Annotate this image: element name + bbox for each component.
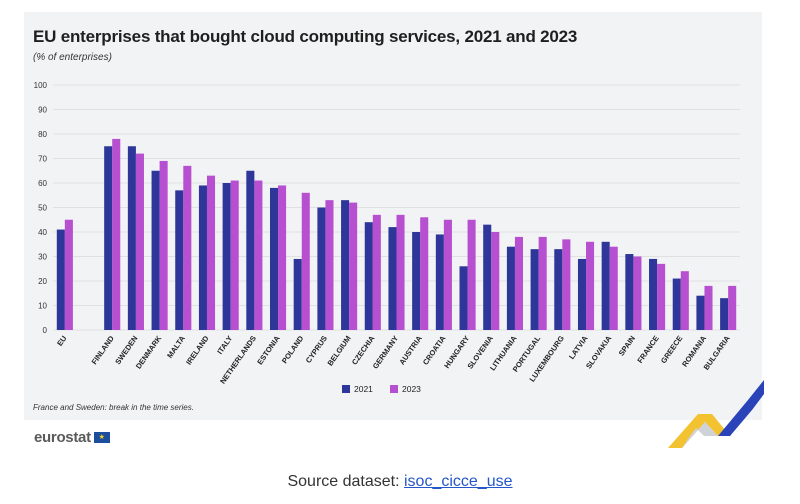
x-tick-label: FRANCE bbox=[635, 334, 660, 365]
bar bbox=[56, 229, 65, 330]
bar bbox=[151, 170, 160, 330]
footnote: France and Sweden: break in the time ser… bbox=[33, 403, 194, 412]
y-tick-label: 10 bbox=[38, 302, 47, 311]
bar bbox=[412, 232, 421, 330]
x-tick-label: ESTONIA bbox=[255, 334, 282, 367]
y-tick-label: 90 bbox=[38, 106, 47, 115]
x-tick-label: POLAND bbox=[280, 334, 306, 366]
bar bbox=[577, 258, 587, 330]
bar bbox=[633, 256, 642, 330]
y-tick-label: 70 bbox=[38, 155, 47, 164]
chart-subtitle: (% of enterprises) bbox=[33, 52, 112, 63]
x-tick-label: CYPRUS bbox=[304, 334, 329, 365]
bar bbox=[728, 285, 737, 330]
bar bbox=[104, 146, 113, 330]
source-prefix: Source dataset: bbox=[287, 473, 404, 490]
bar bbox=[301, 192, 310, 330]
y-axis-ticks: 0 10 20 30 40 50 60 70 80 90 100 bbox=[34, 81, 48, 335]
bar bbox=[514, 236, 524, 330]
bar bbox=[459, 266, 468, 330]
bar bbox=[680, 271, 689, 330]
bar bbox=[530, 249, 539, 330]
bar bbox=[609, 246, 618, 330]
x-tick-label: LATVIA bbox=[567, 334, 590, 361]
eurostat-logo[interactable]: eurostat ★ bbox=[34, 429, 110, 446]
bar bbox=[222, 183, 231, 330]
y-tick-label: 20 bbox=[38, 277, 47, 286]
x-tick-label: GREECE bbox=[659, 334, 685, 365]
bar bbox=[341, 200, 350, 330]
eu-flag-icon: ★ bbox=[93, 432, 110, 443]
bar bbox=[491, 232, 500, 330]
bar-chart: 0 10 20 30 40 50 60 70 80 90 100 EU FINLANDSWEDENDE… bbox=[34, 81, 740, 394]
y-tick-label: 30 bbox=[38, 253, 47, 262]
x-tick-label: MALTA bbox=[165, 334, 187, 360]
source-line: Source dataset: isoc_cicce_use bbox=[0, 473, 800, 491]
bar bbox=[649, 258, 658, 330]
bar bbox=[506, 246, 515, 330]
legend-swatch bbox=[342, 385, 350, 393]
bar bbox=[230, 180, 239, 330]
bar bbox=[135, 153, 144, 330]
bar bbox=[254, 180, 263, 330]
y-tick-label: 80 bbox=[38, 130, 47, 139]
bar bbox=[64, 219, 73, 330]
bar bbox=[206, 175, 216, 330]
y-tick-label: 100 bbox=[34, 81, 48, 90]
legend-swatch bbox=[390, 385, 398, 393]
source-dataset-link[interactable]: isoc_cicce_use bbox=[404, 473, 513, 490]
bar bbox=[483, 224, 492, 330]
bar bbox=[269, 187, 279, 330]
legend-label: 2021 bbox=[354, 384, 373, 394]
bar bbox=[562, 239, 571, 330]
y-tick-label: 0 bbox=[43, 326, 48, 335]
chart-panel bbox=[24, 12, 762, 420]
y-tick-label: 50 bbox=[38, 204, 47, 213]
bar bbox=[198, 185, 207, 330]
legend: 2021 2023 bbox=[342, 384, 421, 394]
bar bbox=[467, 219, 476, 330]
bar bbox=[704, 285, 713, 330]
x-tick-label: ITALY bbox=[215, 334, 234, 356]
bar bbox=[325, 200, 334, 330]
bar bbox=[443, 219, 452, 330]
x-tick-label: EU bbox=[55, 334, 68, 348]
bar bbox=[278, 185, 287, 330]
bar bbox=[435, 234, 444, 330]
bar bbox=[364, 222, 373, 330]
bar bbox=[127, 146, 136, 330]
bar bbox=[657, 263, 666, 330]
bar bbox=[396, 214, 405, 330]
bar bbox=[175, 190, 184, 330]
x-tick-label: IRELAND bbox=[184, 334, 211, 367]
bar bbox=[349, 202, 358, 330]
bar bbox=[625, 254, 634, 330]
bar bbox=[538, 236, 547, 330]
x-tick-label: SPAIN bbox=[617, 334, 637, 357]
bar bbox=[372, 214, 381, 330]
logo-text: eurostat bbox=[34, 429, 91, 446]
x-tick-label: BELGIUM bbox=[326, 334, 353, 367]
bar bbox=[317, 207, 326, 330]
bar bbox=[720, 298, 729, 330]
bar bbox=[554, 249, 563, 330]
bar bbox=[601, 241, 610, 330]
bar bbox=[112, 138, 121, 330]
bar bbox=[293, 258, 302, 330]
bar bbox=[586, 241, 595, 330]
bar bbox=[420, 217, 429, 330]
decorative-chevron-icon bbox=[668, 380, 764, 448]
bar bbox=[159, 160, 168, 330]
legend-label: 2023 bbox=[402, 384, 421, 394]
bar bbox=[183, 165, 192, 330]
bar bbox=[388, 227, 397, 330]
bars bbox=[56, 138, 737, 330]
bar bbox=[246, 170, 255, 330]
bar bbox=[696, 295, 705, 330]
y-tick-label: 60 bbox=[38, 179, 47, 188]
bar bbox=[672, 278, 681, 330]
chart-title: EU enterprises that bought cloud computi… bbox=[33, 27, 578, 46]
y-tick-label: 40 bbox=[38, 228, 47, 237]
